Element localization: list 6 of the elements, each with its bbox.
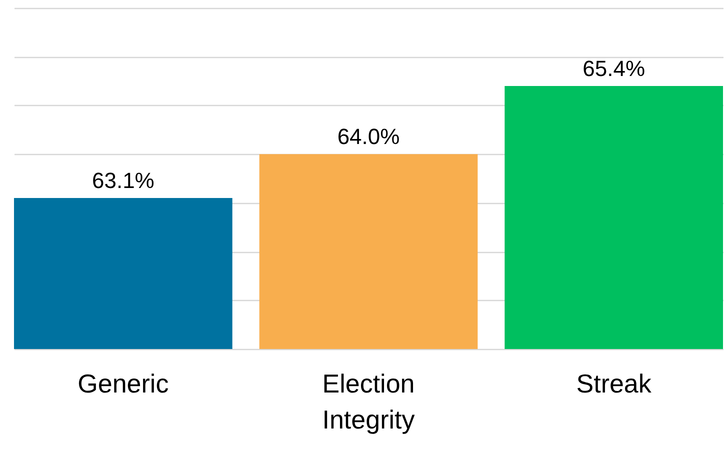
x-tick-label: Election Integrity bbox=[322, 368, 415, 434]
data-label: 64.0% bbox=[337, 124, 400, 150]
x-tick-label: Generic bbox=[78, 368, 169, 398]
x-tick-label: Streak bbox=[576, 368, 652, 398]
data-label: 65.4% bbox=[582, 56, 646, 81]
data-label: 63.1% bbox=[92, 168, 154, 193]
